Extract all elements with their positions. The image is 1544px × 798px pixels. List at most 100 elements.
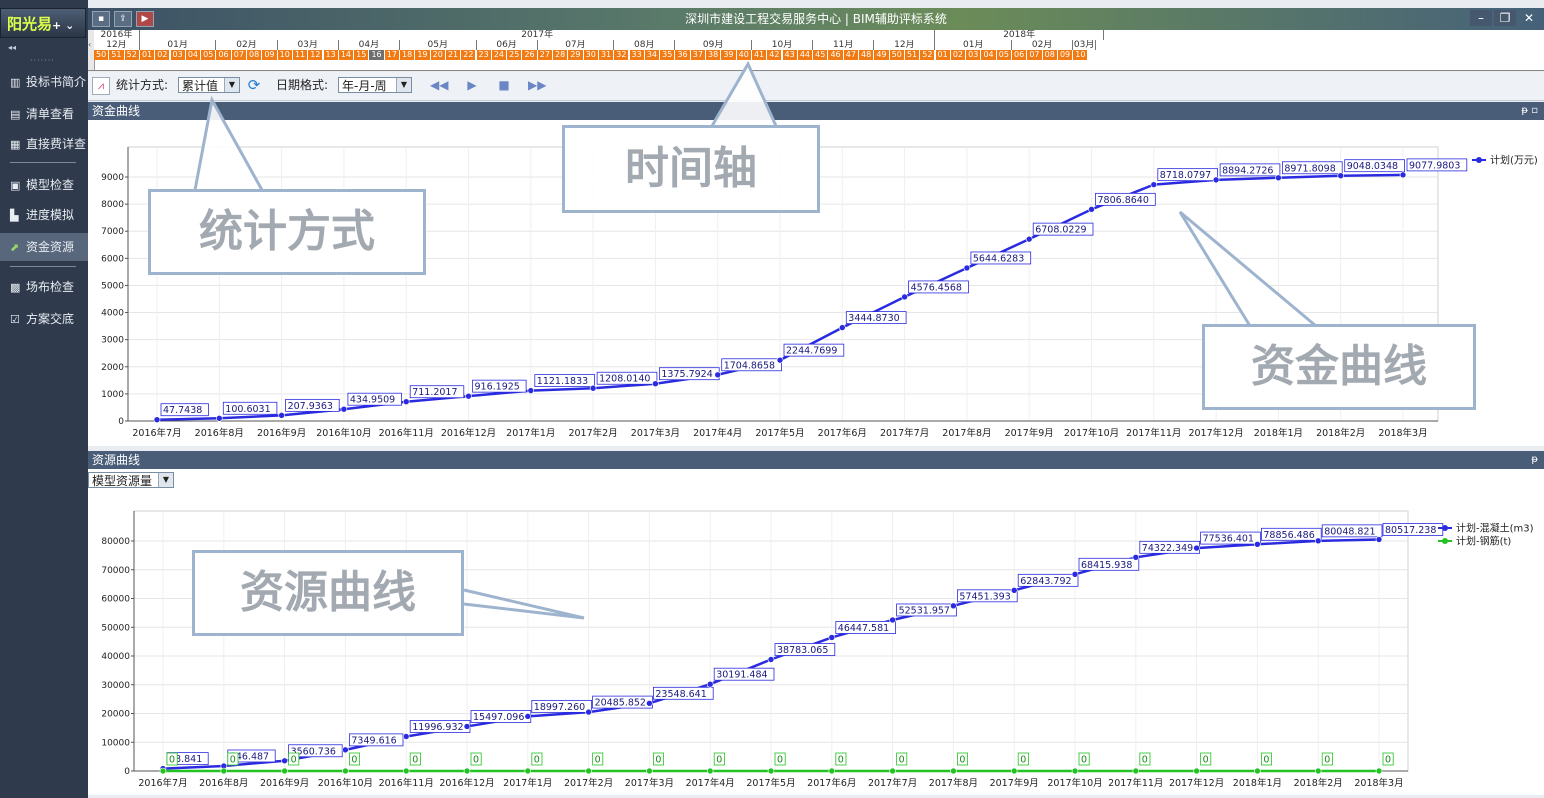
timeline-week-cell[interactable]: 32	[614, 50, 630, 60]
play-icon[interactable]: ▶	[467, 78, 477, 92]
timeline-week-cell[interactable]: 12	[308, 50, 324, 60]
timeline-week-cell[interactable]: 36	[675, 50, 691, 60]
timeline-week-cell[interactable]: 38	[706, 50, 722, 60]
timeline-week-cell[interactable]: 20	[430, 50, 446, 60]
timeline-week-cell[interactable]: 28	[553, 50, 569, 60]
timeline-week-cell[interactable]: 05	[996, 50, 1012, 60]
timeline-week-cell[interactable]: 17	[384, 50, 400, 60]
timeline-week-cell[interactable]: 37	[690, 50, 706, 60]
timeline-week-cell[interactable]: 13	[323, 50, 339, 60]
date-format-select[interactable]: 年-月-周 ▼	[338, 77, 412, 93]
timeline-week-cell[interactable]: 08	[1042, 50, 1058, 60]
timeline-week-cell[interactable]: 40	[736, 50, 752, 60]
collapse-icon[interactable]: ◂◂	[8, 43, 17, 52]
timeline-week-cell[interactable]: 29	[568, 50, 584, 60]
sidebar-item-fund-resource[interactable]: ⬈ 资金资源	[0, 233, 88, 261]
data-label-box	[721, 358, 782, 372]
timeline-week-cell[interactable]: 52	[920, 50, 936, 60]
save-icon[interactable]: ▪	[92, 11, 110, 27]
timeline-week-cell[interactable]: 46	[828, 50, 844, 60]
timeline-week-cell[interactable]: 10	[277, 50, 293, 60]
resource-type-select[interactable]: 模型资源量 ▼	[88, 472, 174, 488]
timeline-week-cell[interactable]: 47	[843, 50, 859, 60]
sidebar-item-bid-intro[interactable]: ▥ 投标书简介	[0, 68, 88, 96]
timeline-week-cell[interactable]: 21	[445, 50, 462, 60]
timeline-week-cell[interactable]: 04	[981, 50, 997, 60]
timeline-week-cell[interactable]: 52	[124, 50, 140, 60]
timeline-week-cell[interactable]: 19	[415, 50, 431, 60]
stat-method-select[interactable]: 累计值 ▼	[178, 77, 240, 93]
sidebar-item-schedule-sim[interactable]: ▙ 进度模拟	[0, 201, 88, 229]
chart-type-icon[interactable]: ⩘	[92, 77, 110, 95]
timeline-week-cell[interactable]: 06	[216, 50, 232, 60]
timeline-week-cell[interactable]: 51	[109, 50, 125, 60]
timeline-week-cell[interactable]: 44	[797, 50, 814, 60]
timeline-week-cell[interactable]: 08	[247, 50, 263, 60]
video-icon[interactable]: ▶	[136, 11, 154, 27]
timeline-week-cell[interactable]: 43	[782, 50, 798, 60]
timeline-week-cell[interactable]: 07	[1027, 50, 1043, 60]
timeline-week-cell[interactable]: 01	[139, 50, 156, 60]
timeline-week-cell[interactable]: 27	[537, 50, 553, 60]
minimize-button[interactable]: –	[1470, 10, 1492, 26]
export-icon[interactable]: ⇪	[114, 11, 132, 27]
timeline-week-cell[interactable]: 05	[201, 50, 217, 60]
timeline-week-cell[interactable]: 15	[354, 50, 370, 60]
data-label-box	[1261, 527, 1322, 541]
timeline-week-cell[interactable]: 42	[767, 50, 783, 60]
timeline-week-cell[interactable]: 23	[476, 50, 492, 60]
sidebar-item-model-check[interactable]: ▣ 模型检查	[0, 171, 88, 199]
timeline-week-cell[interactable]: 31	[598, 50, 615, 60]
pin-icon[interactable]: ᵽ ▫	[1521, 105, 1538, 116]
handle-icon[interactable]: ·······	[30, 56, 55, 65]
timeline-week-cell[interactable]: 34	[644, 50, 661, 60]
close-button[interactable]: ✕	[1523, 11, 1535, 25]
timeline-week-cell[interactable]: 02	[155, 50, 171, 60]
timeline-week-cell[interactable]: 26	[522, 50, 538, 60]
time-axis[interactable]: ‹ 2016年 2017年 2018年 12月 01月 02月 03月 04月 05月 06月 0…	[88, 30, 1544, 71]
fast-forward-icon[interactable]: ▶▶	[528, 78, 547, 92]
timeline-week-cell[interactable]: 50	[889, 50, 905, 60]
timeline-week-cell[interactable]: 01	[935, 50, 951, 60]
timeline-week-cell[interactable]: 45	[813, 50, 829, 60]
timeline-week-cell[interactable]: 48	[859, 50, 875, 60]
pin-icon[interactable]: ᵽ	[1531, 454, 1538, 465]
timeline-week-cell[interactable]: 03	[966, 50, 982, 60]
timeline-week-cell[interactable]: 14	[338, 50, 355, 60]
timeline-week-cell[interactable]: 39	[721, 50, 737, 60]
stop-icon[interactable]: ■	[498, 78, 510, 92]
timeline-week-cell[interactable]: 18	[400, 50, 416, 60]
timeline-week-cell[interactable]: 03	[170, 50, 186, 60]
timeline-week-cell[interactable]: 09	[262, 50, 278, 60]
timeline-week-cell[interactable]: 10	[1073, 50, 1089, 60]
data-label-box	[285, 398, 340, 412]
sidebar-item-site-check[interactable]: ▩ 场布检查	[0, 273, 88, 301]
data-point	[1132, 767, 1140, 775]
timeline-week-cell[interactable]: 50	[94, 50, 110, 60]
timeline-week-cell[interactable]: 11	[292, 50, 309, 60]
timeline-week-cell[interactable]: 51	[904, 50, 921, 60]
timeline-week-cell[interactable]: 41	[751, 50, 768, 60]
app-logo[interactable]: 阳光易+ ⌄	[0, 8, 86, 38]
timeline-week-cell[interactable]: 49	[874, 50, 890, 60]
timeline-week-cell[interactable]: 30	[583, 50, 599, 60]
timeline-week-cell[interactable]: 04	[185, 50, 202, 60]
sidebar-item-direct-cost[interactable]: ▦ 直接费详查	[0, 130, 88, 158]
timeline-week-cell[interactable]: 09	[1057, 50, 1074, 60]
sidebar-item-plan-brief[interactable]: ☑ 方案交底	[0, 305, 88, 333]
timeline-week-cell[interactable]: 22	[461, 50, 477, 60]
timeline-week-cell[interactable]: 35	[660, 50, 676, 60]
timeline-week-cell[interactable]: 33	[629, 50, 645, 60]
window-title: 深圳市建设工程交易服务中心 | BIM辅助评标系统	[685, 12, 947, 26]
timeline-week-cell[interactable]: 07	[231, 50, 247, 60]
timeline-week-cell[interactable]: 02	[950, 50, 967, 60]
refresh-icon[interactable]: ⟳	[247, 76, 261, 94]
rewind-icon[interactable]: ◀◀	[430, 78, 449, 92]
restore-button[interactable]: ❐	[1494, 10, 1516, 26]
timeline-week-cell[interactable]: 06	[1012, 50, 1028, 60]
timeline-week-cell[interactable]: 25	[507, 50, 523, 60]
timeline-week-cell[interactable]: 24	[491, 50, 508, 60]
sidebar-item-list-view[interactable]: ▤ 清单查看	[0, 100, 88, 128]
logo-dropdown-icon[interactable]: ⌄	[61, 19, 75, 32]
timeline-week-cell[interactable]: 16	[369, 50, 385, 60]
